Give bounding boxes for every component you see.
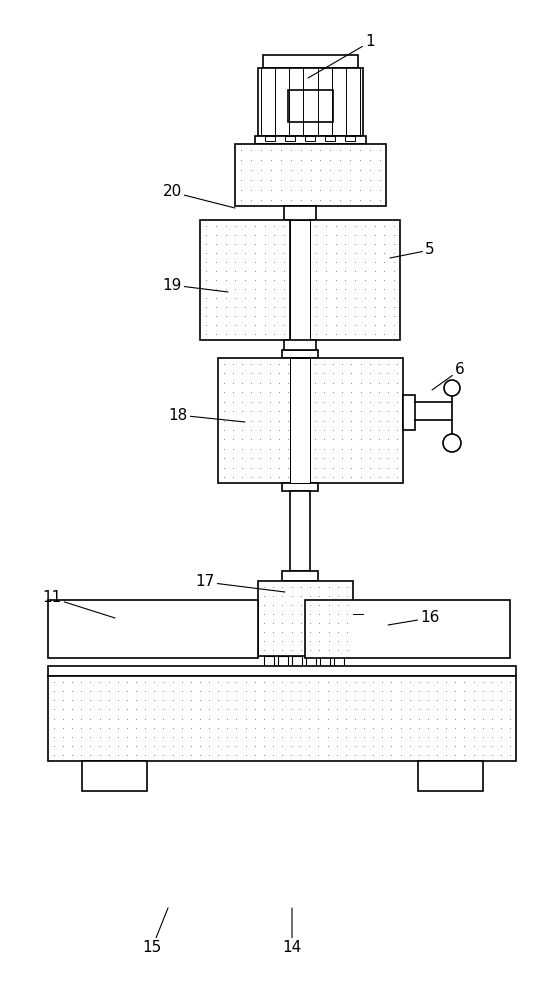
Bar (264, 656, 274, 666)
Bar (290, 491, 310, 571)
Bar (258, 68, 363, 136)
Bar (284, 340, 316, 350)
Text: 19: 19 (162, 277, 228, 292)
Text: 1: 1 (308, 34, 375, 78)
Bar (345, 136, 355, 141)
Text: 5: 5 (390, 242, 435, 258)
Bar (334, 656, 344, 666)
Bar (310, 220, 400, 340)
Bar (218, 358, 403, 483)
Bar (305, 600, 510, 658)
Bar (235, 144, 386, 206)
Bar (306, 656, 316, 666)
Bar (290, 358, 310, 483)
Bar (255, 136, 366, 144)
Bar (288, 90, 333, 122)
Bar (265, 136, 275, 141)
Bar (82, 761, 147, 791)
Text: 17: 17 (196, 574, 285, 592)
Bar (258, 581, 353, 656)
Bar (284, 206, 316, 220)
Bar (48, 676, 516, 761)
Bar (290, 68, 310, 144)
Text: 18: 18 (168, 408, 245, 422)
Bar (285, 136, 295, 141)
Circle shape (443, 434, 461, 452)
Text: 6: 6 (432, 362, 465, 390)
Bar (290, 220, 310, 340)
Bar (403, 395, 415, 430)
Bar (48, 600, 258, 658)
Bar (282, 483, 318, 491)
Bar (278, 656, 288, 666)
Bar (200, 220, 290, 340)
Bar (282, 350, 318, 358)
Bar (353, 600, 363, 628)
Bar (305, 136, 315, 141)
Bar (325, 136, 335, 141)
Bar (418, 761, 483, 791)
Text: 15: 15 (142, 908, 168, 956)
Text: 16: 16 (388, 610, 440, 626)
Text: 20: 20 (162, 184, 235, 208)
Circle shape (444, 380, 460, 396)
Text: 11: 11 (42, 590, 115, 618)
Bar (320, 656, 330, 666)
Bar (282, 571, 318, 581)
Bar (263, 55, 358, 68)
Bar (48, 666, 516, 676)
Bar (292, 656, 302, 666)
Text: 14: 14 (283, 908, 301, 956)
